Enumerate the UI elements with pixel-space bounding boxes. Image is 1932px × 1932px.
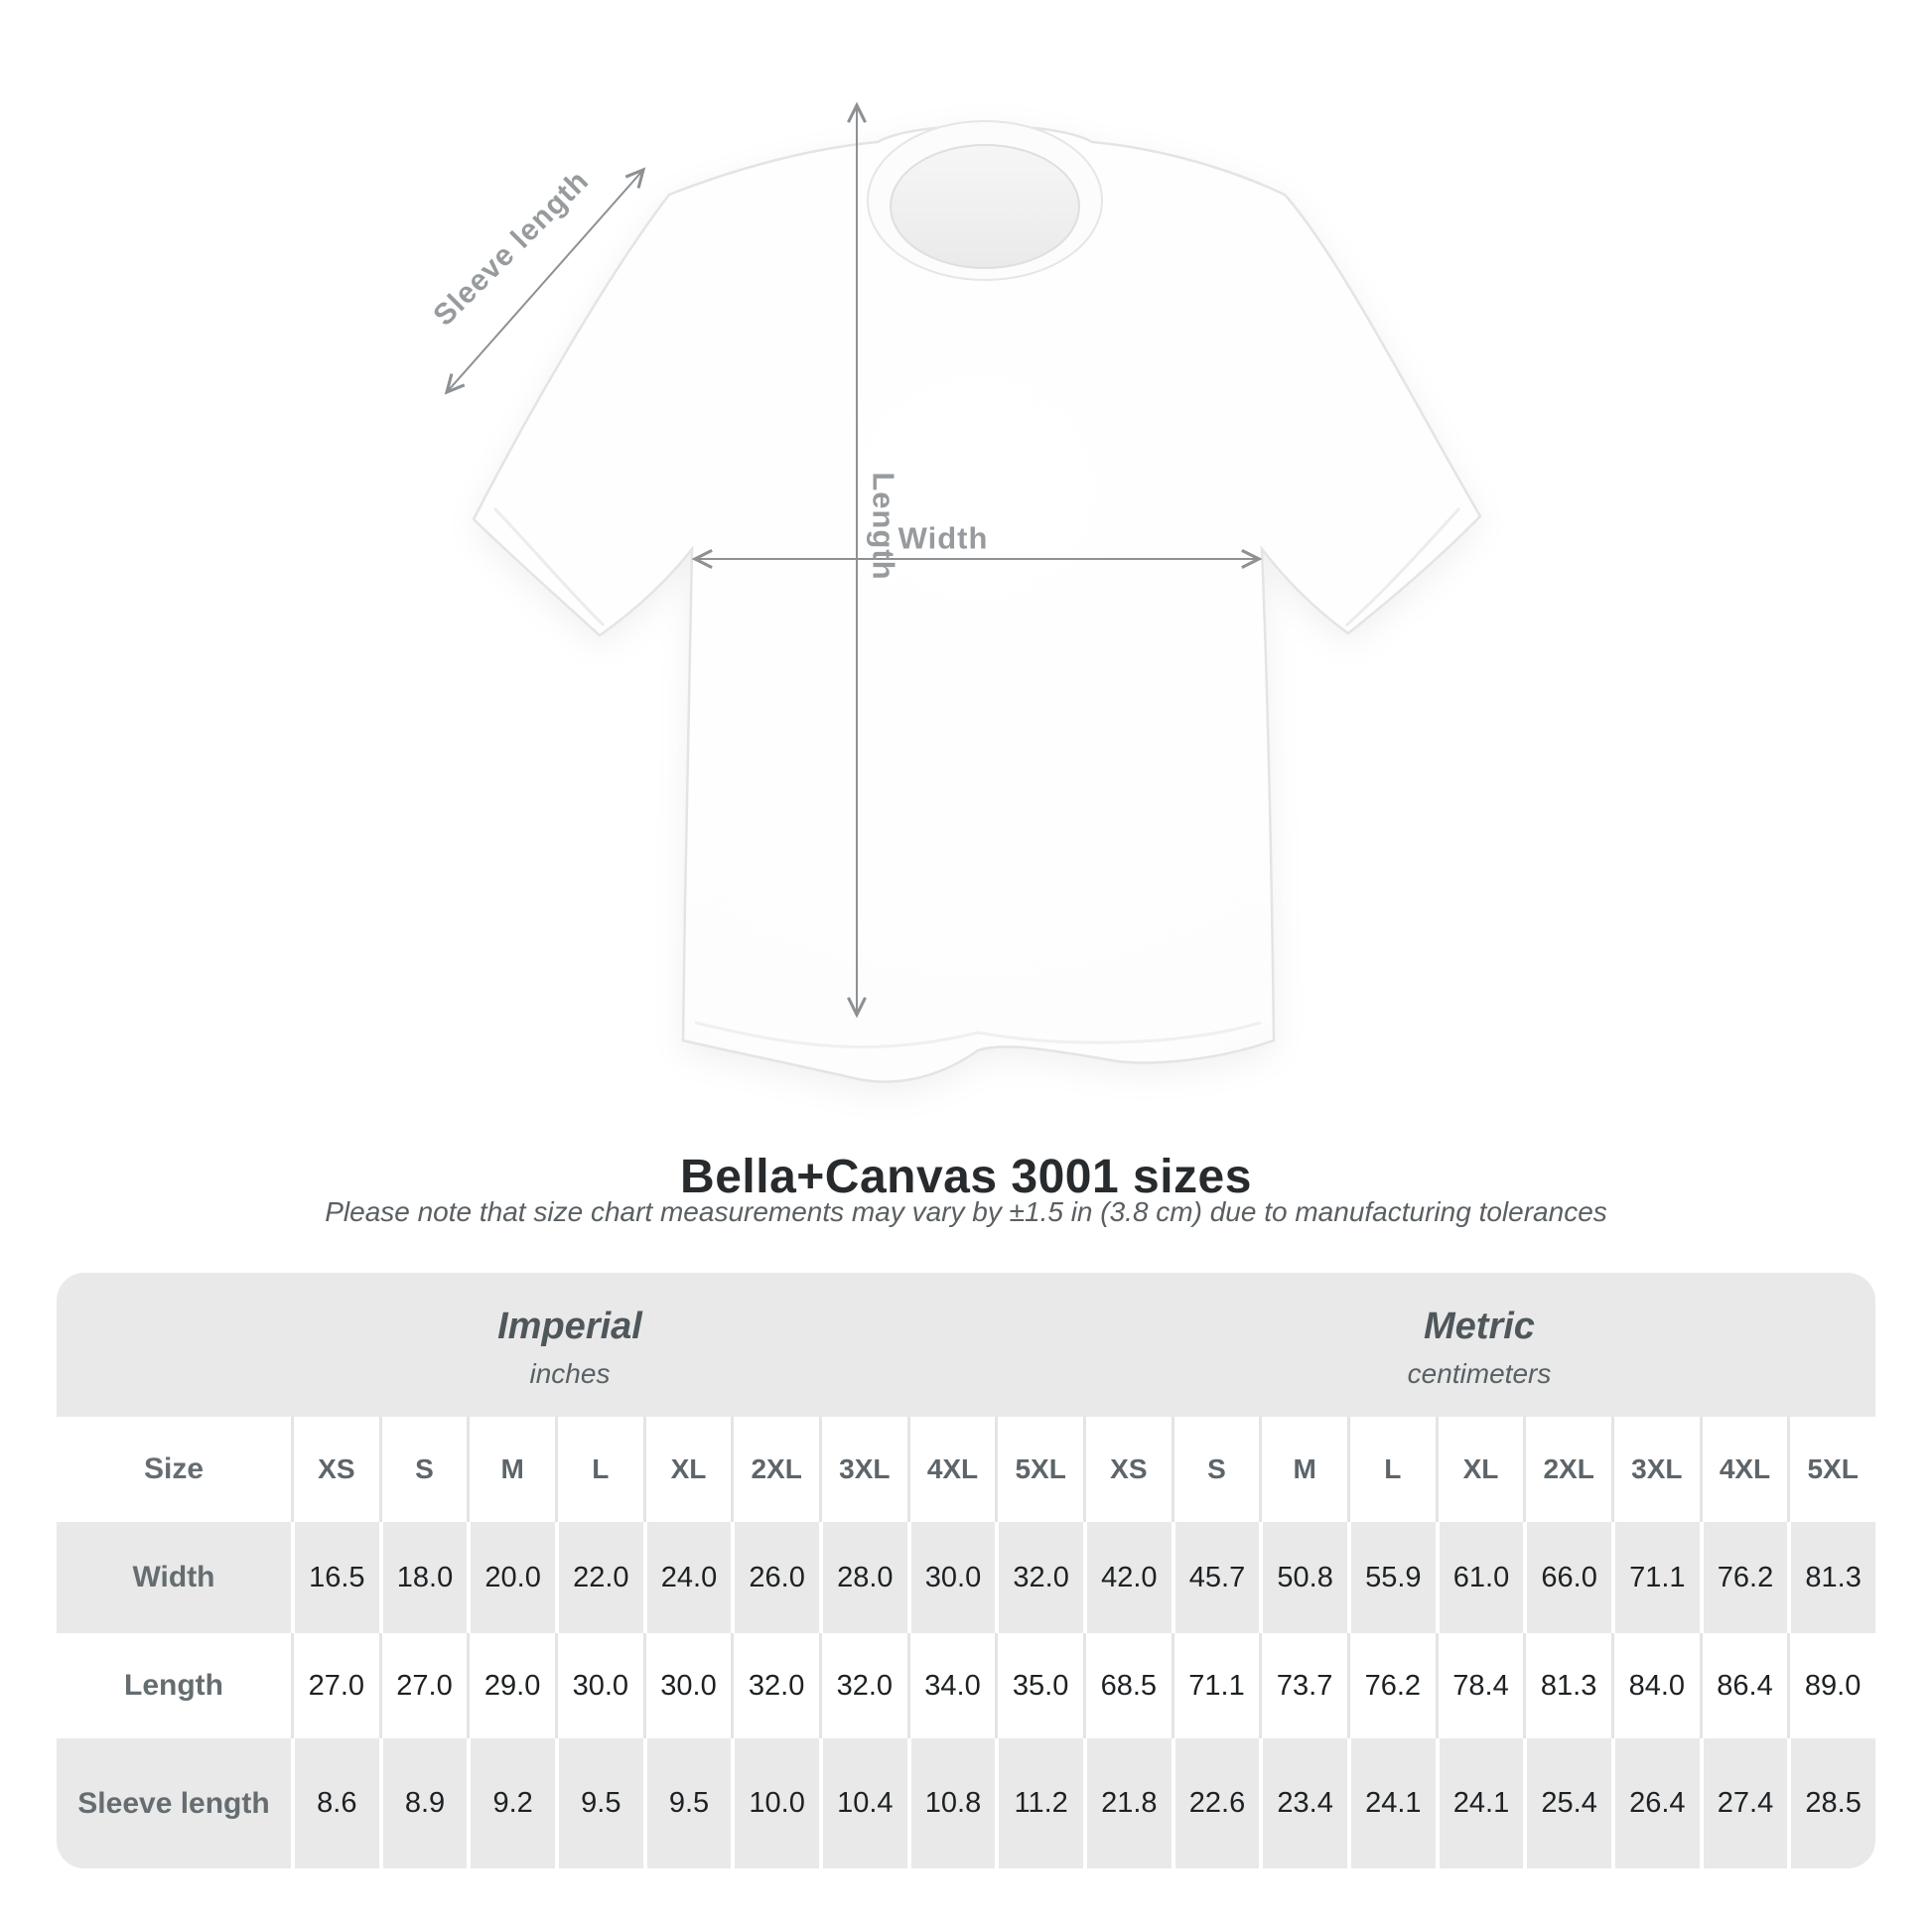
imperial-title: Imperial — [497, 1306, 642, 1347]
row-label: Sleeve length — [77, 1786, 270, 1820]
table-cell: 24.1 — [1346, 1738, 1436, 1868]
tshirt-illustration — [472, 120, 1482, 1083]
table-cell: 50.8 — [1259, 1522, 1347, 1633]
table-cell: 26.4 — [1610, 1738, 1700, 1868]
table-cell: 8.6 — [291, 1738, 379, 1868]
size-col-header: 4XL — [1699, 1417, 1788, 1522]
table-cell: 78.4 — [1435, 1633, 1524, 1738]
table-cell: 9.2 — [467, 1738, 555, 1868]
table-cell: 30.0 — [906, 1522, 996, 1633]
size-col-header: M — [1259, 1417, 1347, 1522]
table-cell: 68.5 — [1082, 1633, 1172, 1738]
imperial-group-header: Imperial inches — [57, 1273, 1083, 1417]
table-cell: 24.1 — [1435, 1738, 1524, 1868]
imperial-unit: inches — [529, 1358, 611, 1389]
size-col-header: 5XL — [1787, 1417, 1875, 1522]
table-cell: 71.1 — [1171, 1633, 1260, 1738]
sleeve-length-arrow — [447, 170, 643, 392]
table-cell: 18.0 — [378, 1522, 468, 1633]
table-cell: 26.0 — [731, 1522, 819, 1633]
size-col-header: 2XL — [731, 1417, 819, 1522]
table-cell: 76.2 — [1346, 1633, 1436, 1738]
table-cell: 73.7 — [1259, 1633, 1347, 1738]
table-cell: 30.0 — [554, 1633, 643, 1738]
size-col-header: XL — [1435, 1417, 1524, 1522]
metric-unit: centimeters — [1407, 1358, 1552, 1389]
table-cell: 22.0 — [554, 1522, 643, 1633]
table-cell: 22.6 — [1171, 1738, 1260, 1868]
table-cell: 66.0 — [1523, 1522, 1611, 1633]
size-col-header: 3XL — [1610, 1417, 1700, 1522]
table-cell: 9.5 — [642, 1738, 732, 1868]
metric-group-header: Metric centimeters — [1083, 1273, 1875, 1417]
table-cell: 45.7 — [1171, 1522, 1260, 1633]
table-cell: 10.8 — [906, 1738, 996, 1868]
table-cell: 81.3 — [1523, 1633, 1611, 1738]
metric-title: Metric — [1424, 1306, 1535, 1347]
table-cell: 86.4 — [1699, 1633, 1788, 1738]
table-cell: 76.2 — [1699, 1522, 1788, 1633]
table-cell: 32.0 — [995, 1522, 1083, 1633]
size-col-header: L — [1346, 1417, 1436, 1522]
table-cell: 61.0 — [1435, 1522, 1524, 1633]
table-cell: 30.0 — [642, 1633, 732, 1738]
table-cell: 27.0 — [291, 1633, 379, 1738]
size-col-header: XS — [291, 1417, 379, 1522]
table-cell: 35.0 — [995, 1633, 1083, 1738]
table-cell: 24.0 — [642, 1522, 732, 1633]
size-col-header: 5XL — [995, 1417, 1083, 1522]
row-label: Width — [132, 1561, 215, 1593]
table-cell: 9.5 — [554, 1738, 643, 1868]
table-cell: 42.0 — [1082, 1522, 1172, 1633]
table-cell: 28.0 — [818, 1522, 907, 1633]
sleeve-length-label: Sleeve length — [427, 164, 595, 332]
table-cell: 25.4 — [1523, 1738, 1611, 1868]
page-title: Bella+Canvas 3001 sizes — [680, 1151, 1252, 1203]
size-col-header: 2XL — [1523, 1417, 1611, 1522]
size-col-header: M — [467, 1417, 555, 1522]
size-col-header: 4XL — [906, 1417, 996, 1522]
table-cell: 20.0 — [467, 1522, 555, 1633]
size-table: Imperial inches Metric centimeters Size … — [57, 1273, 1875, 1868]
measurement-arrows — [447, 105, 1259, 1015]
row-label: Length — [57, 1633, 291, 1738]
table-cell: 27.4 — [1699, 1738, 1788, 1868]
table-cell: 23.4 — [1259, 1738, 1347, 1868]
table-cell: 34.0 — [906, 1633, 996, 1738]
table-cell: 89.0 — [1787, 1633, 1875, 1738]
table-cell: 81.3 — [1787, 1522, 1875, 1633]
size-col-header: S — [378, 1417, 468, 1522]
tshirt-measurement-diagram: Sleeve length Length Width — [427, 0, 1482, 1083]
table-cell: 84.0 — [1610, 1633, 1700, 1738]
length-label: Length — [867, 472, 901, 580]
size-col-header: L — [554, 1417, 643, 1522]
table-cell: 10.0 — [731, 1738, 819, 1868]
size-col-header: S — [1171, 1417, 1260, 1522]
size-col-header: XS — [1082, 1417, 1172, 1522]
table-cell: 11.2 — [995, 1738, 1083, 1868]
table-cell: 8.9 — [378, 1738, 468, 1868]
table-cell: 32.0 — [818, 1633, 907, 1738]
table-cell: 21.8 — [1082, 1738, 1172, 1868]
size-col-header: XL — [642, 1417, 732, 1522]
table-cell: 55.9 — [1346, 1522, 1436, 1633]
table-cell: 28.5 — [1787, 1738, 1875, 1868]
table-cell: 71.1 — [1610, 1522, 1700, 1633]
width-label: Width — [898, 521, 989, 556]
table-cell: 10.4 — [818, 1738, 907, 1868]
size-col-header: 3XL — [818, 1417, 907, 1522]
size-header: Size — [57, 1417, 291, 1522]
collar-opening — [890, 144, 1080, 269]
table-cell: 29.0 — [467, 1633, 555, 1738]
table-cell: 16.5 — [291, 1522, 379, 1633]
tolerance-note: Please note that size chart measurements… — [325, 1196, 1607, 1227]
table-cell: 32.0 — [731, 1633, 819, 1738]
table-cell: 27.0 — [378, 1633, 468, 1738]
